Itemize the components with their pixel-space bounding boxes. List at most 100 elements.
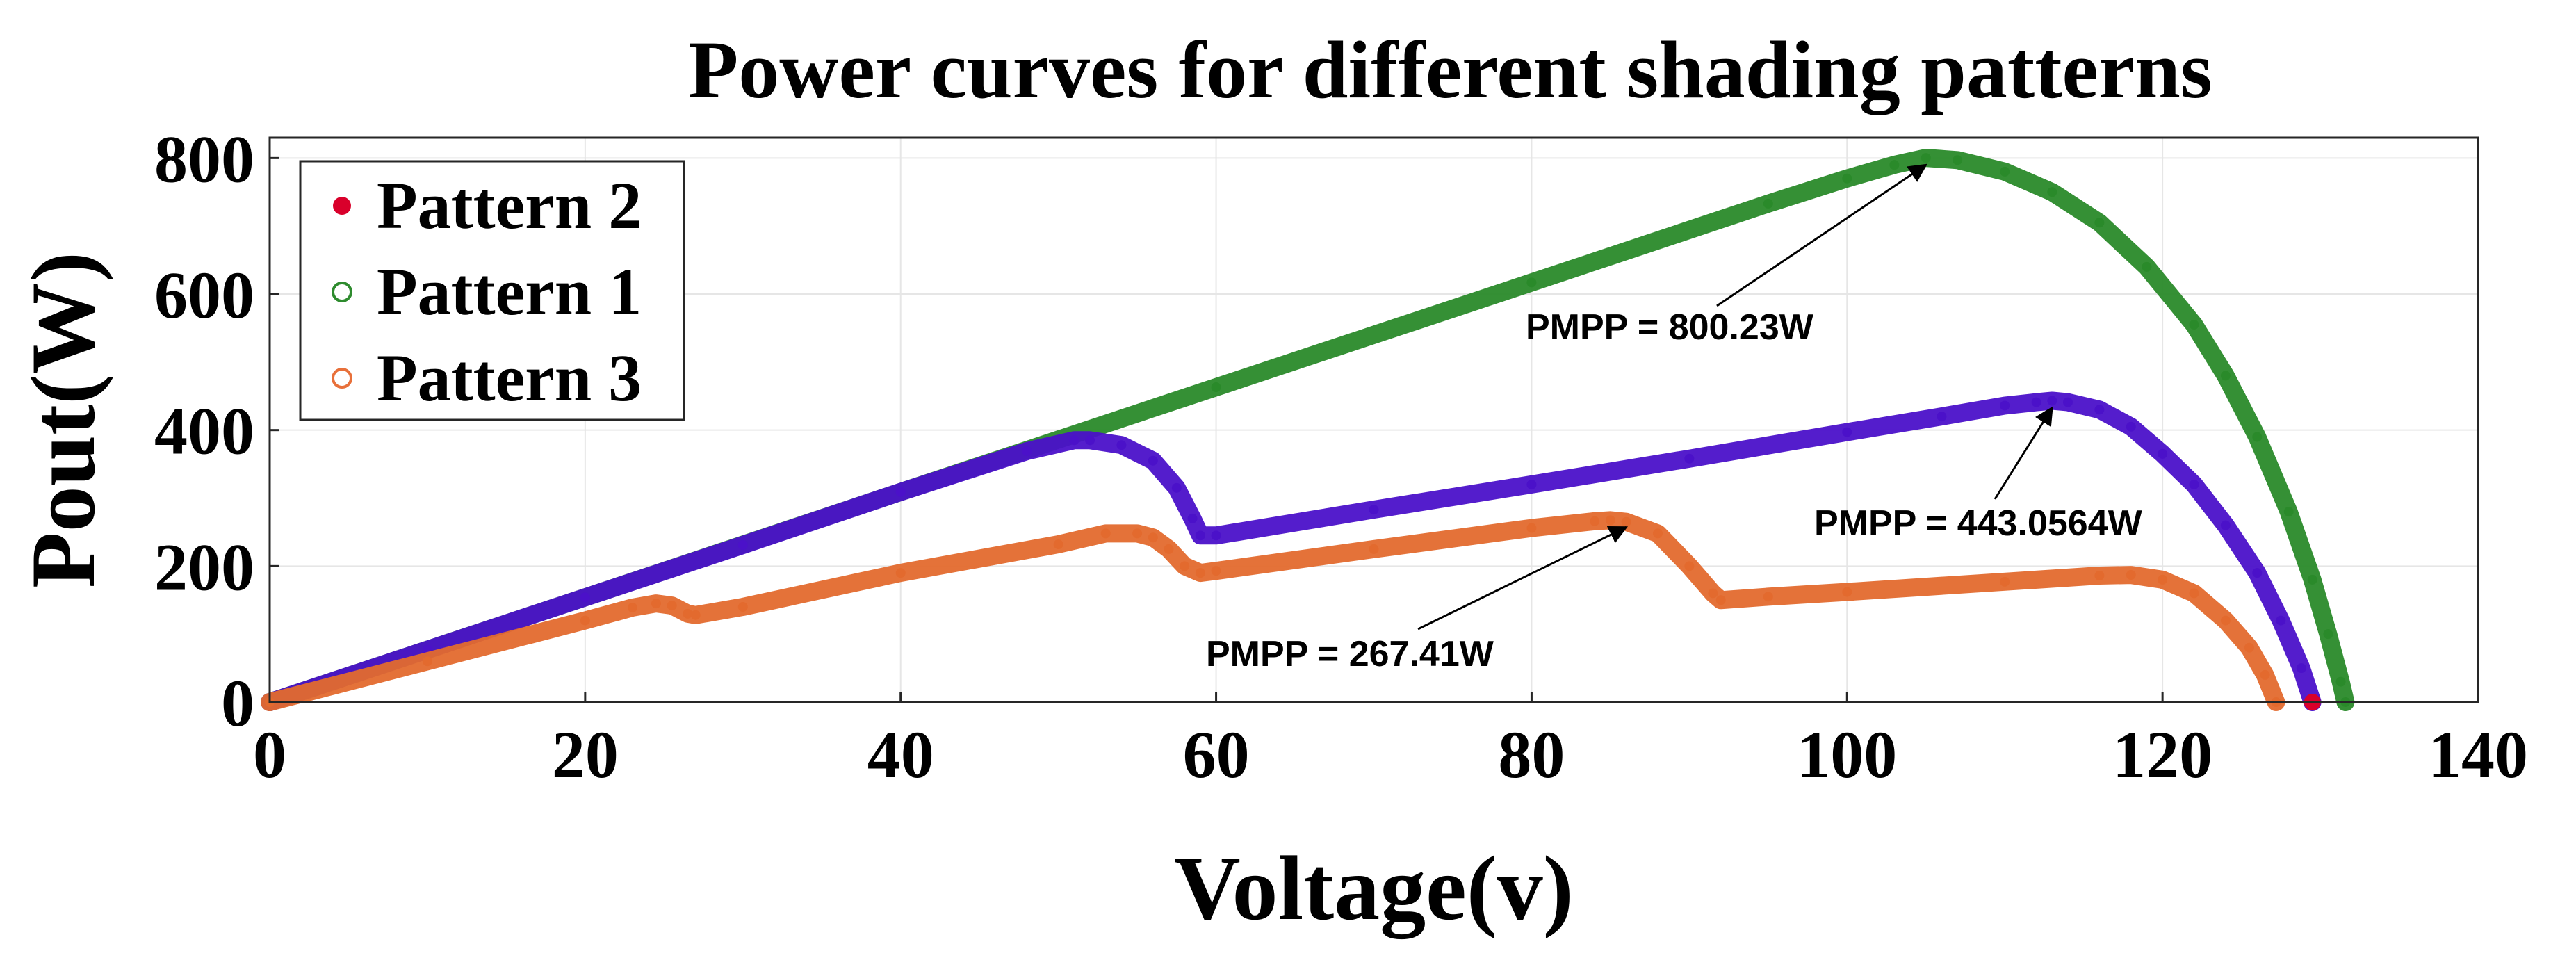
data-point xyxy=(1763,592,1773,602)
chart-title: Power curves for different shading patte… xyxy=(688,24,2212,115)
legend-label: Pattern 3 xyxy=(377,341,642,415)
legend-label: Pattern 1 xyxy=(377,254,642,329)
x-tick-label: 60 xyxy=(1183,717,1250,792)
data-point xyxy=(1195,530,1205,541)
data-point xyxy=(2189,479,2199,489)
data-point xyxy=(2283,507,2294,517)
data-point xyxy=(2126,421,2136,432)
data-point xyxy=(2296,663,2306,674)
data-point xyxy=(1369,505,1379,515)
data-point xyxy=(2000,166,2010,177)
data-point xyxy=(2252,432,2263,442)
data-point xyxy=(1526,277,1537,288)
data-point xyxy=(2000,400,2010,411)
data-point xyxy=(1116,440,1127,450)
data-point xyxy=(1171,482,1182,493)
data-point xyxy=(2047,187,2057,197)
series-pattern-2 xyxy=(261,391,2322,711)
data-point xyxy=(2047,396,2057,406)
data-point xyxy=(2220,520,2231,530)
data-point xyxy=(1085,435,1095,446)
data-point xyxy=(2031,397,2041,407)
axes-box xyxy=(268,136,2479,703)
y-tick-label: 0 xyxy=(221,666,254,740)
legend-box xyxy=(299,160,685,421)
annotation-arrow xyxy=(1716,163,1927,307)
data-point xyxy=(1211,530,1221,541)
data-point xyxy=(627,603,637,613)
annotations: PMPP = 800.23W PMPP = 443.0564W PMPP = 267… xyxy=(1206,163,2143,674)
data-point xyxy=(1164,544,1174,554)
data-point xyxy=(1842,587,1852,597)
data-point xyxy=(1526,523,1537,533)
data-point xyxy=(2323,629,2333,640)
data-point xyxy=(1842,173,1852,184)
data-point xyxy=(1708,588,1718,599)
y-tick-label: 200 xyxy=(154,530,254,604)
data-point xyxy=(667,601,677,611)
data-point xyxy=(1148,455,1158,466)
x-tick-label: 80 xyxy=(1498,717,1565,792)
data-point xyxy=(2158,574,2168,585)
data-point xyxy=(1211,566,1221,576)
legend: Pattern 2 Pattern 1 Pattern 3 xyxy=(299,160,685,421)
data-point xyxy=(1921,153,1931,163)
data-point xyxy=(1069,435,1079,446)
data-point xyxy=(1937,412,1947,422)
data-point xyxy=(1211,382,1221,393)
data-point xyxy=(2142,261,2152,272)
data-point xyxy=(2276,615,2286,626)
data-point xyxy=(2000,576,2010,587)
x-axis-label: Voltage(v) xyxy=(1174,837,1573,939)
data-point xyxy=(2126,570,2136,580)
data-point xyxy=(1621,516,1631,527)
series-layer xyxy=(261,149,2355,711)
data-point xyxy=(690,610,701,620)
data-point xyxy=(1953,155,1963,165)
data-point xyxy=(895,487,906,497)
data-point xyxy=(2335,676,2346,687)
x-tick-label: 20 xyxy=(552,717,619,792)
x-tick-label: 0 xyxy=(253,717,286,792)
data-point xyxy=(2062,397,2073,407)
data-point xyxy=(2094,218,2105,228)
data-point xyxy=(1684,561,1695,571)
data-point xyxy=(1132,528,1143,539)
data-point xyxy=(2244,642,2254,653)
y-tick-label: 400 xyxy=(154,394,254,469)
y-tick-label: 800 xyxy=(154,122,254,196)
data-point xyxy=(2260,669,2270,680)
data-point xyxy=(1652,528,1663,539)
data-point xyxy=(2189,320,2199,330)
data-point xyxy=(2158,448,2168,459)
legend-marker-dot xyxy=(333,197,351,215)
legend-label: Pattern 2 xyxy=(377,168,642,243)
data-point xyxy=(683,608,693,619)
annotation-arrow xyxy=(1994,406,2053,500)
data-point xyxy=(1195,568,1205,578)
data-point xyxy=(1605,515,1615,526)
data-point xyxy=(2094,405,2105,415)
data-point xyxy=(737,602,748,612)
data-point xyxy=(580,615,590,626)
x-tick-label: 120 xyxy=(2112,717,2212,792)
x-tick-label: 140 xyxy=(2428,717,2528,792)
data-point xyxy=(422,656,432,667)
x-tick-label: 40 xyxy=(867,717,934,792)
data-point xyxy=(1187,513,1198,523)
data-point xyxy=(1053,539,1063,550)
data-point xyxy=(1369,544,1379,554)
data-point xyxy=(737,540,748,551)
series-pattern-1 xyxy=(261,149,2355,711)
data-point xyxy=(651,599,661,609)
data-point xyxy=(895,568,906,578)
annotation-label: PMPP = 267.41W xyxy=(1206,634,1494,674)
data-point xyxy=(1684,453,1695,464)
y-axis-label: Pout(W) xyxy=(12,252,114,588)
data-point xyxy=(2220,371,2231,381)
data-point xyxy=(2094,571,2105,581)
data-point xyxy=(2189,588,2199,599)
data-point xyxy=(580,592,590,603)
data-point xyxy=(1180,561,1190,571)
